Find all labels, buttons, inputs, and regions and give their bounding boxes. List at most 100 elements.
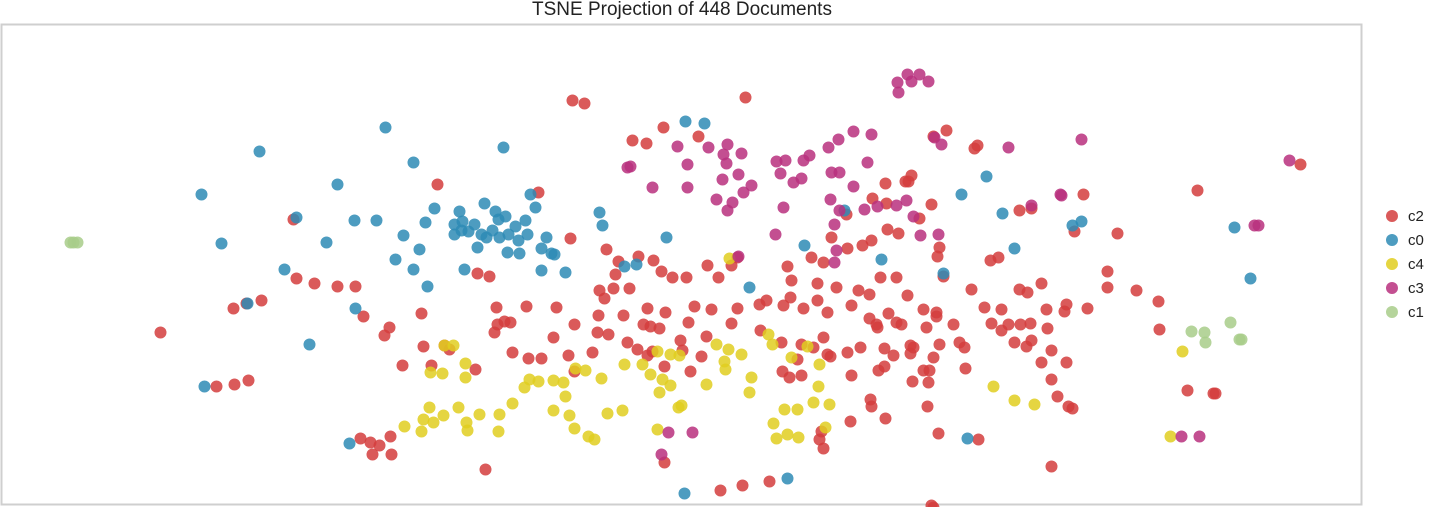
point-c2 <box>978 301 991 314</box>
point-c3 <box>914 229 927 242</box>
point-c4 <box>1028 398 1041 411</box>
point-c3 <box>833 166 846 179</box>
point-c0 <box>548 248 561 261</box>
point-c0 <box>535 242 548 255</box>
point-c3 <box>1175 430 1188 443</box>
point-c0 <box>535 264 548 277</box>
point-c3 <box>681 158 694 171</box>
point-c2 <box>821 348 834 361</box>
legend-label: c4 <box>1408 256 1424 273</box>
point-c2 <box>644 320 657 333</box>
point-c2 <box>290 272 303 285</box>
point-c0 <box>253 145 266 158</box>
point-c0 <box>343 437 356 450</box>
point-c2 <box>932 427 945 440</box>
point-c2 <box>1041 322 1054 335</box>
point-c2 <box>609 268 622 281</box>
point-c4 <box>710 338 723 351</box>
point-c0 <box>421 280 434 293</box>
point-c2 <box>1101 281 1114 294</box>
point-c2 <box>890 271 903 284</box>
point-c0 <box>241 297 254 310</box>
point-c4 <box>492 425 505 438</box>
point-c4 <box>745 371 758 384</box>
point-c0 <box>370 214 383 227</box>
point-c2 <box>841 242 854 255</box>
point-c3 <box>735 147 748 160</box>
point-c2 <box>760 294 773 307</box>
point-c3 <box>655 448 668 461</box>
point-c4 <box>569 362 582 375</box>
point-c2 <box>255 294 268 307</box>
point-c2 <box>882 307 895 320</box>
point-c2 <box>872 364 885 377</box>
point-c0 <box>419 216 432 229</box>
point-c2 <box>1060 356 1073 369</box>
legend: c2 c0 c4 c3 c1 <box>1386 208 1424 321</box>
point-c0 <box>331 178 344 191</box>
point-c0 <box>349 302 362 315</box>
point-c3 <box>847 125 860 138</box>
point-c2 <box>865 234 878 247</box>
point-c2 <box>1058 305 1071 318</box>
point-c2 <box>568 318 581 331</box>
point-c3 <box>1283 154 1296 167</box>
point-c2 <box>385 448 398 461</box>
point-c4 <box>673 349 686 362</box>
series-c3 <box>621 68 1296 461</box>
point-c3 <box>1055 189 1068 202</box>
point-c0 <box>660 231 673 244</box>
legend-marker <box>1386 210 1398 222</box>
point-c3 <box>795 172 808 185</box>
point-c4 <box>823 398 836 411</box>
point-c3 <box>779 154 792 167</box>
point-c2 <box>658 360 671 373</box>
point-c2 <box>366 448 379 461</box>
point-c0 <box>937 267 950 280</box>
point-c4 <box>743 386 756 399</box>
point-c3 <box>720 157 733 170</box>
point-c1 <box>1198 326 1211 339</box>
point-c0 <box>524 188 537 201</box>
point-c0 <box>278 263 291 276</box>
point-c0 <box>781 472 794 485</box>
point-c4 <box>651 423 664 436</box>
point-c2 <box>1013 204 1026 217</box>
point-c4 <box>601 407 614 420</box>
point-c2 <box>228 378 241 391</box>
point-c2 <box>586 346 599 359</box>
point-c2 <box>825 231 838 244</box>
point-c0 <box>521 228 534 241</box>
point-c2 <box>731 302 744 315</box>
point-c0 <box>593 206 606 219</box>
point-c0 <box>303 338 316 351</box>
point-c2 <box>682 316 695 329</box>
point-c2 <box>844 415 857 428</box>
point-c3 <box>824 193 837 206</box>
point-c2 <box>479 463 492 476</box>
point-c3 <box>1252 219 1265 232</box>
series-c1 <box>64 236 1248 349</box>
point-c0 <box>996 207 1009 220</box>
point-c4 <box>1176 345 1189 358</box>
point-c2 <box>1153 323 1166 336</box>
point-c1 <box>1199 336 1212 349</box>
point-c2 <box>621 336 634 349</box>
point-c2 <box>688 300 701 313</box>
point-c2 <box>657 121 670 134</box>
point-c2 <box>817 442 830 455</box>
point-c2 <box>602 328 615 341</box>
point-c2 <box>777 299 790 312</box>
point-c0 <box>397 229 410 242</box>
point-c2 <box>821 306 834 319</box>
point-c0 <box>540 231 553 244</box>
point-c4 <box>547 374 560 387</box>
point-c0 <box>428 202 441 215</box>
point-c3 <box>828 218 841 231</box>
point-c3 <box>935 138 948 151</box>
point-c0 <box>448 218 461 231</box>
point-c4 <box>664 348 677 361</box>
point-c2 <box>854 341 867 354</box>
point-c2 <box>878 342 891 355</box>
point-c2 <box>856 239 869 252</box>
